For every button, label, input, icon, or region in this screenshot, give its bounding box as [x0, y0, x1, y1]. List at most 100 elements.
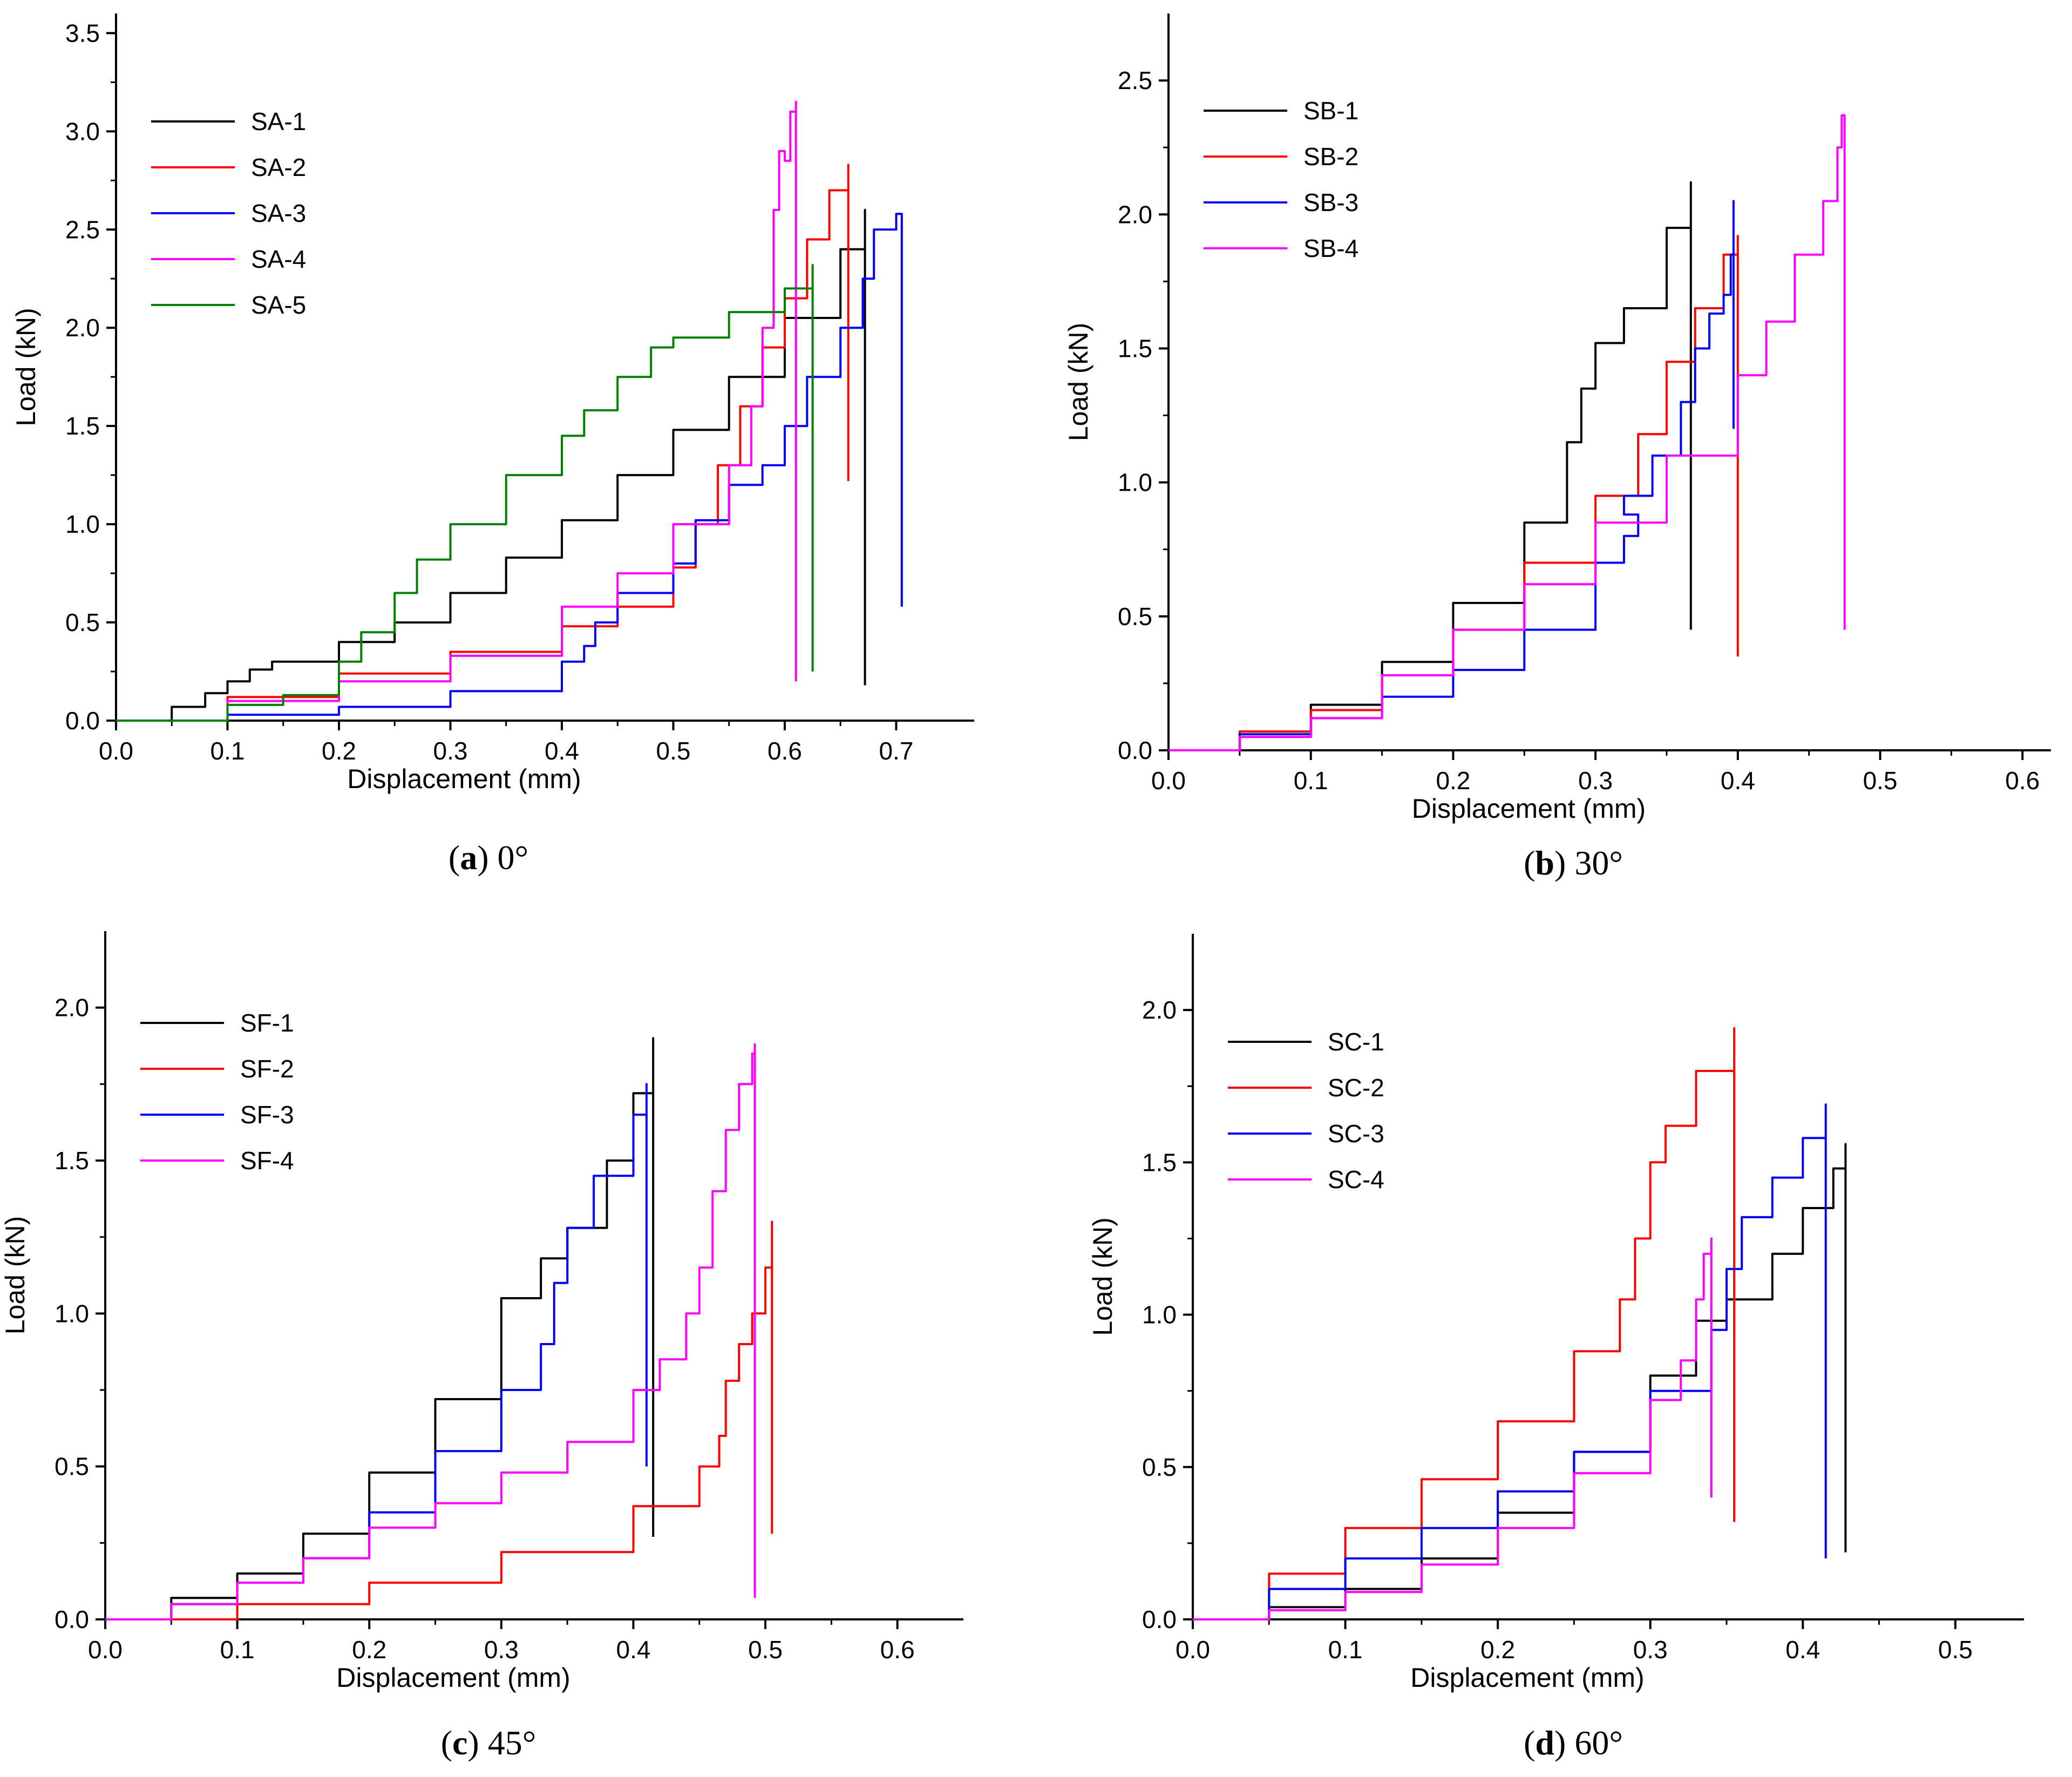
series-line-sb-1	[1169, 181, 1692, 751]
x-tick-label: 0.2	[322, 737, 356, 765]
y-tick-label: 3.5	[65, 19, 100, 47]
y-tick-label: 0.0	[55, 1605, 89, 1633]
y-axis-label: Load (kN)	[0, 1216, 30, 1335]
x-tick-label: 0.7	[879, 737, 913, 765]
y-tick-label: 2.0	[65, 314, 100, 342]
x-tick-label: 0.4	[616, 1636, 650, 1664]
y-tick-label: 2.0	[1118, 200, 1152, 228]
y-tick-label: 2.5	[65, 215, 100, 243]
series-line-sa-3	[116, 213, 903, 722]
legend-label: SA-2	[251, 153, 306, 181]
x-tick-label: 0.6	[767, 737, 802, 765]
x-tick-label: 0.1	[220, 1636, 255, 1664]
x-tick-label: 0.1	[210, 737, 245, 765]
x-axis-label: Displacement (mm)	[1410, 1663, 1644, 1693]
y-tick-label: 1.0	[1118, 469, 1152, 497]
x-tick-label: 0.6	[880, 1636, 915, 1664]
panel-caption: (b) 30°	[1524, 844, 1623, 882]
x-tick-label: 0.1	[1294, 767, 1328, 795]
legend-label: SF-1	[240, 1009, 294, 1037]
series-line-sa-1	[116, 208, 866, 722]
legend-label: SA-3	[251, 199, 306, 227]
legend-label: SB-1	[1303, 97, 1358, 125]
y-tick-label: 1.0	[1142, 1301, 1177, 1329]
y-tick-label: 1.5	[1118, 334, 1152, 362]
x-tick-label: 0.0	[99, 737, 133, 765]
x-tick-label: 0.5	[1863, 767, 1898, 795]
y-tick-label: 0.5	[1142, 1453, 1177, 1481]
y-tick-label: 0.5	[1118, 602, 1152, 630]
y-tick-label: 0.5	[55, 1453, 89, 1481]
y-tick-label: 0.0	[65, 707, 100, 735]
y-tick-label: 1.5	[65, 412, 100, 440]
series-line-sc-2	[1193, 1027, 1736, 1620]
x-tick-label: 0.4	[1785, 1636, 1820, 1664]
y-axis-label: Load (kN)	[11, 308, 41, 426]
legend-label: SC-1	[1328, 1028, 1384, 1056]
y-tick-label: 0.0	[1118, 736, 1152, 764]
legend-label: SC-3	[1328, 1120, 1384, 1148]
x-tick-label: 0.4	[545, 737, 579, 765]
series-line-sf-1	[105, 1037, 655, 1620]
x-tick-label: 0.5	[748, 1636, 783, 1664]
x-tick-label: 0.1	[1328, 1636, 1363, 1664]
panel-c: 0.0 0.1 0.2 0.3 0.4 0.5 0.6 0.0 0.5 1.0 1.5 2.0 Disp…	[0, 931, 963, 1762]
series-line-sa-4	[116, 100, 797, 722]
y-axis-label: Load (kN)	[1063, 323, 1093, 442]
legend-label: SF-2	[240, 1055, 294, 1083]
series-line-sa-5	[116, 263, 814, 722]
panel-caption: (d) 60°	[1524, 1724, 1623, 1762]
y-tick-label: 1.5	[1142, 1148, 1177, 1176]
series-line-sf-2	[105, 1220, 773, 1620]
series-line-sc-1	[1193, 1143, 1847, 1620]
x-tick-label: 0.3	[433, 737, 468, 765]
series-line-sb-4	[1169, 114, 1846, 751]
y-tick-label: 2.0	[1142, 996, 1177, 1024]
x-axis-label: Displacement (mm)	[1412, 793, 1646, 824]
legend-label: SB-2	[1303, 143, 1358, 171]
y-tick-label: 2.5	[1118, 66, 1152, 94]
y-tick-label: 2.0	[55, 994, 89, 1022]
x-tick-label: 0.3	[1633, 1636, 1668, 1664]
x-axis-label: Displacement (mm)	[336, 1663, 570, 1693]
series-line-sc-3	[1193, 1103, 1827, 1620]
series-line-sf-3	[105, 1083, 648, 1620]
x-tick-label: 0.5	[1938, 1636, 1973, 1664]
x-tick-label: 0.3	[1578, 767, 1613, 795]
panel-a: 0.0 0.1 0.2 0.3 0.4 0.5 0.6 0.7 0.0 0.5 1.0 1.5 2.0 2…	[11, 13, 974, 877]
y-tick-label: 0.0	[1142, 1605, 1177, 1633]
y-tick-label: 3.0	[65, 117, 100, 145]
x-tick-label: 0.2	[1436, 767, 1470, 795]
legend-label: SA-5	[251, 291, 306, 319]
legend-label: SB-3	[1303, 188, 1358, 216]
x-tick-label: 0.5	[656, 737, 690, 765]
legend-label: SC-2	[1328, 1074, 1384, 1102]
x-tick-label: 0.2	[352, 1636, 386, 1664]
x-tick-label: 0.3	[484, 1636, 519, 1664]
legend-label: SF-3	[240, 1101, 294, 1129]
series-line-sa-2	[116, 164, 850, 722]
y-tick-label: 1.0	[65, 510, 100, 538]
legend-label: SC-4	[1328, 1165, 1384, 1193]
x-tick-label: 0.2	[1480, 1636, 1515, 1664]
legend-label: SA-1	[251, 107, 306, 135]
panel-b: 0.0 0.1 0.2 0.3 0.4 0.5 0.6 0.0 0.5 1.0 1.5 2.0 2.5 D…	[1063, 13, 2051, 882]
x-axis-label: Displacement (mm)	[347, 764, 581, 794]
y-tick-label: 1.5	[55, 1147, 89, 1175]
legend-label: SA-4	[251, 245, 306, 273]
panel-d: 0.0 0.1 0.2 0.3 0.4 0.5 0.0 0.5 1.0 1.5 2.0 Displac…	[1088, 934, 2024, 1762]
series-line-sf-4	[105, 1043, 756, 1620]
x-tick-label: 0.4	[1721, 767, 1755, 795]
series-line-sc-4	[1193, 1237, 1713, 1620]
panel-caption: (a) 0°	[449, 838, 528, 877]
y-tick-label: 1.0	[55, 1299, 89, 1327]
legend-label: SF-4	[240, 1147, 294, 1175]
legend-label: SB-4	[1303, 234, 1358, 262]
x-tick-label: 0.0	[1176, 1636, 1210, 1664]
x-tick-label: 0.0	[1151, 767, 1186, 795]
x-tick-label: 0.0	[88, 1636, 123, 1664]
y-tick-label: 0.5	[65, 608, 100, 636]
series-line-sb-3	[1169, 200, 1735, 751]
panel-caption: (c) 45°	[441, 1724, 536, 1762]
